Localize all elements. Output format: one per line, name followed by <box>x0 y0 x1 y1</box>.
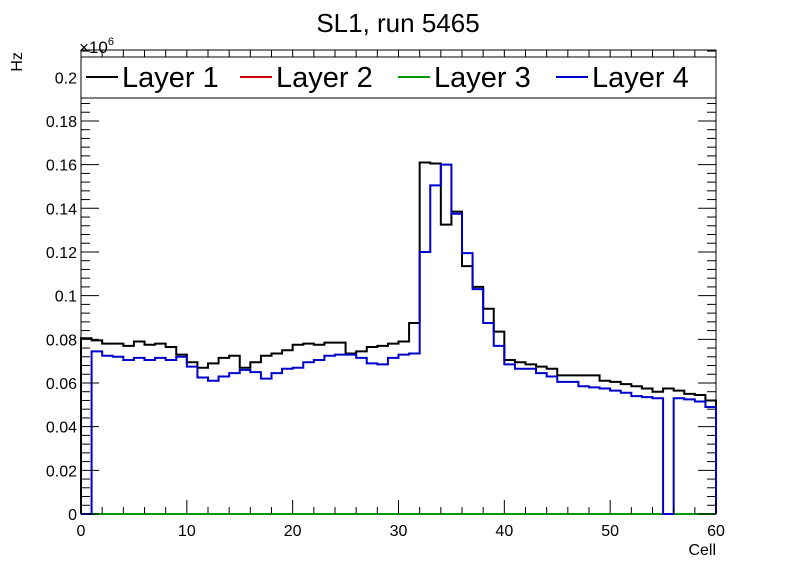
x-tick-label: 10 <box>178 523 196 540</box>
y-multiplier-label: ×106 <box>79 36 114 57</box>
x-tick-label: 0 <box>77 523 86 540</box>
y-multiplier-exponent: 6 <box>108 36 114 48</box>
x-axis-label: Cell <box>688 542 716 559</box>
y-tick-label: 0.08 <box>46 332 77 349</box>
series-layer <box>80 161 717 515</box>
legend-label-4: Layer 4 <box>592 62 689 94</box>
y-multiplier-base: ×10 <box>79 38 108 57</box>
y-tick-label: 0.12 <box>46 245 77 262</box>
y-tick-label: 0.18 <box>46 114 77 131</box>
legend: Layer 1 Layer 2 Layer 3 Layer 4 <box>80 56 717 99</box>
y-tick-label: 0 <box>68 507 77 524</box>
legend-label-3: Layer 3 <box>434 62 531 94</box>
x-tick-label: 60 <box>707 523 725 540</box>
y-tick-label: 0.1 <box>55 289 77 306</box>
y-tick-label: 0.02 <box>46 463 77 480</box>
x-tick-label: 20 <box>284 523 302 540</box>
y-tick-label: 0.16 <box>46 158 77 175</box>
x-tick-label: 30 <box>390 523 408 540</box>
y-axis: 0 0.02 0.04 0.06 0.08 0.1 0.12 0.14 0.16 0.18 0.2 <box>46 50 716 524</box>
series-line-4 <box>81 163 717 515</box>
plot-frame <box>80 49 717 515</box>
x-tick-label: 50 <box>601 523 619 540</box>
legend-label-1: Layer 1 <box>122 62 219 94</box>
y-tick-label: 0.04 <box>46 420 77 437</box>
series-line-1 <box>80 161 717 514</box>
x-axis: 0 10 20 30 40 50 60 <box>77 50 725 540</box>
x-tick-label: 40 <box>495 523 513 540</box>
y-axis-label: Hz <box>9 52 26 72</box>
y-tick-label: 0.2 <box>55 70 77 87</box>
y-tick-label: 0.06 <box>46 376 77 393</box>
legend-label-2: Layer 2 <box>276 62 373 94</box>
y-tick-label: 0.14 <box>46 201 77 218</box>
chart-title: SL1, run 5465 <box>316 8 479 38</box>
svg-text:×106: ×106 <box>79 36 114 57</box>
